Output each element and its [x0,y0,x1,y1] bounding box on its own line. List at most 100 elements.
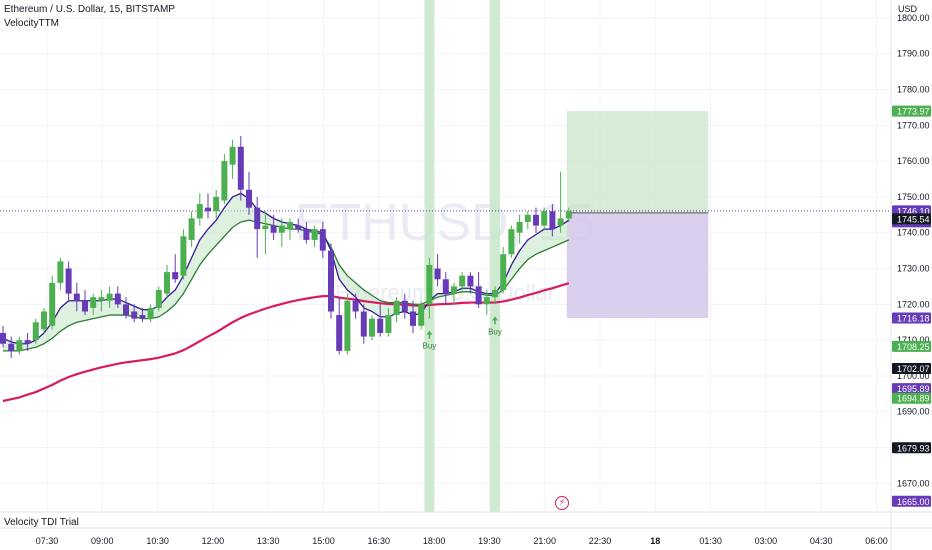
candle-body [82,300,88,312]
price-label-text: 1708.25 [897,342,930,352]
price-tick-label: 1750.00 [897,192,930,202]
price-label-tag [892,383,931,395]
price-tick-label: 1790.00 [897,49,930,59]
candle-body [360,311,367,337]
profit-zone [566,111,709,213]
price-label-tag [892,363,931,375]
price-label-text: 1745.54 [897,214,930,224]
time-tick-label: 10:30 [146,536,169,546]
candle-body [205,207,211,212]
candle-body [196,204,203,219]
time-tick-label: 13:30 [257,536,280,546]
time-tick-label: 18:00 [423,536,446,546]
candle-body [319,229,326,251]
candle-body [557,218,564,226]
candle-body [344,300,351,351]
candle-body [303,229,310,240]
lightning-icon[interactable]: ⚡ [555,496,569,510]
loss-zone [566,212,709,319]
candle-body [213,196,220,212]
buy-arrow-icon [492,316,498,321]
buy-signal-label: Buy [423,342,437,351]
candle-body [188,218,195,240]
candle-body [57,261,64,283]
price-label-text: 1694.89 [897,394,930,404]
price-tick-label: 1690.00 [897,407,930,417]
candle-body [287,221,293,230]
time-tick-label: 15:00 [312,536,335,546]
candle-body [65,268,72,294]
price-tick-label: 1780.00 [897,85,930,95]
candle-body [401,300,408,312]
ema-line [2,282,570,403]
price-label-text: 1679.93 [897,443,930,453]
candle-body [229,146,236,165]
price-tick-label: 1800.00 [897,13,930,23]
time-tick-label: 12:00 [202,536,225,546]
candle-body [508,229,515,255]
time-tick-label: 21:00 [533,536,556,546]
candle-body [541,211,548,226]
candle-body [16,340,23,351]
candle-body [147,307,154,319]
price-tick-label: 1720.00 [897,299,930,309]
price-label-text: 1695.89 [897,384,930,394]
buy-signal-band [424,0,435,512]
fast-line [2,192,570,345]
candle-body [49,282,56,326]
candle-body [8,343,15,351]
candle-body [237,146,244,190]
candle-body [246,189,252,208]
candle-body [328,250,334,312]
candle-body [336,315,343,351]
candle-body [270,225,277,233]
price-label-text: 1746.10 [897,206,930,216]
candle-body [106,293,113,301]
candle-body [352,300,359,312]
price-label-text: 1702.07 [897,364,930,374]
price-tick-label: 1700.00 [897,371,930,381]
time-tick-label: 07:30 [36,536,59,546]
time-tick-label: 09:00 [91,536,114,546]
candle-body [393,300,400,316]
time-tick-label: 16:30 [368,536,391,546]
indicator-label[interactable]: VelocityTTM [4,18,60,29]
candle-body [221,161,228,201]
price-tick-label: 1760.00 [897,156,930,166]
price-label-tag [892,495,931,507]
candle-body [483,297,490,305]
price-tick-label: 1670.00 [897,478,930,488]
price-tick-label: 1740.00 [897,228,930,238]
candle-body [549,211,556,230]
symbol-title: Ethereum / U.S. Dollar, 15, BITSTAMP [4,4,175,15]
candle-body [410,311,416,326]
candle-body [311,229,318,240]
candle-body [114,293,121,305]
price-label-tag [892,392,931,404]
candle-body [426,264,433,305]
time-tick-label: 18 [650,536,660,546]
candle-body [278,225,285,233]
price-label-text: 1716.18 [897,314,930,324]
candle-body [24,340,31,344]
price-axis [891,0,932,550]
time-tick-label: 03:00 [755,536,778,546]
candle-body [41,311,47,330]
candle-body [172,272,179,280]
candle-body [98,297,105,301]
candle-body [164,272,170,294]
price-label-tag [892,442,931,454]
price-tick-label: 1710.00 [897,335,930,345]
candle-body [565,211,572,219]
bottom-pane-label[interactable]: Velocity TDI Trial [4,517,79,528]
currency-label: USD [898,4,918,14]
time-tick-label: 19:30 [478,536,501,546]
price-tick-label: 1730.00 [897,264,930,274]
candle-body [123,304,129,316]
candle-body [516,221,523,233]
candle-body [295,225,302,230]
candle-body [385,315,392,333]
price-label-tag [892,105,931,117]
candle-body [467,275,474,287]
